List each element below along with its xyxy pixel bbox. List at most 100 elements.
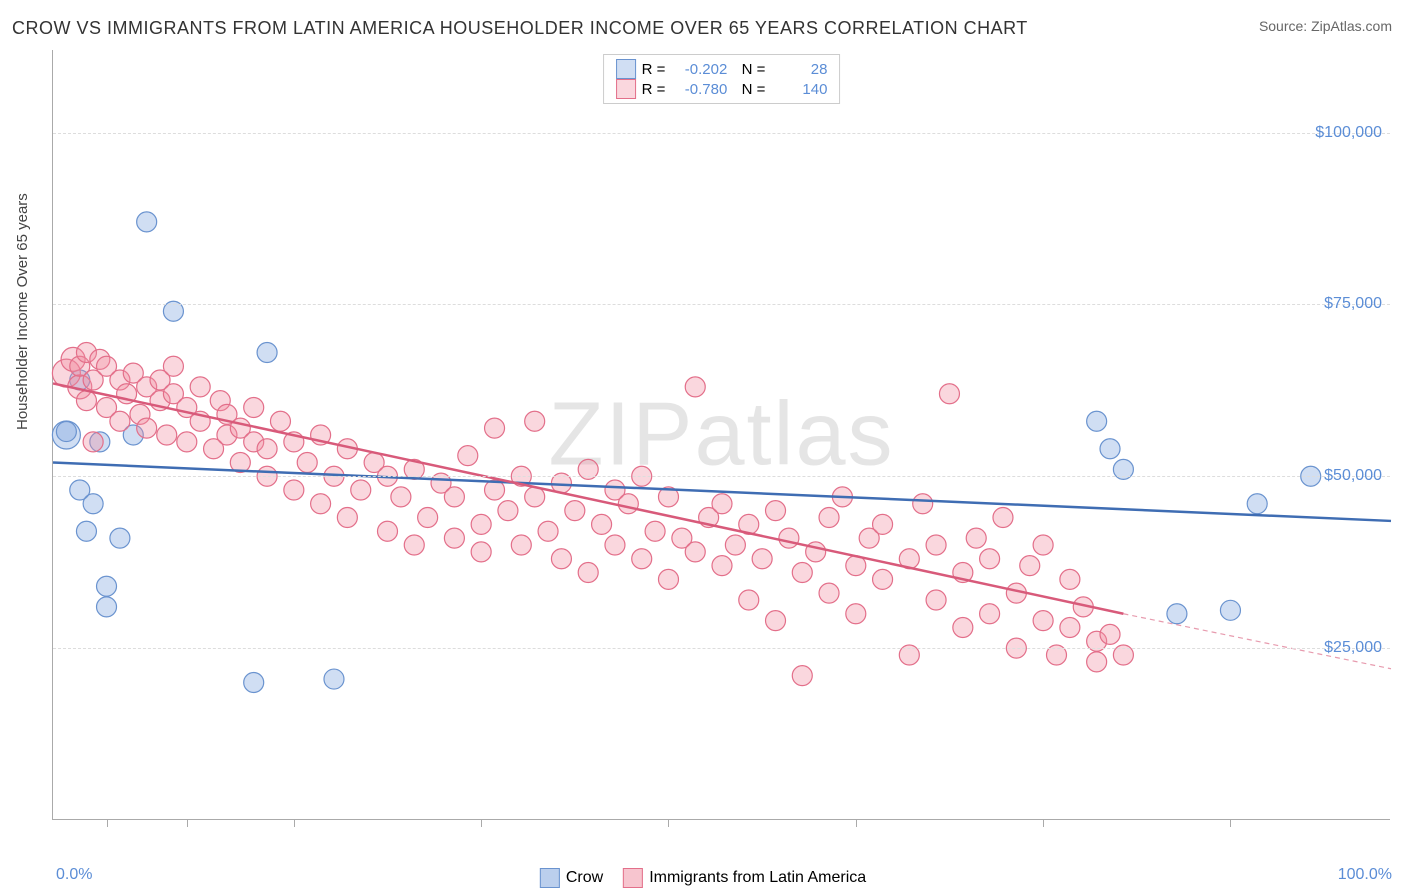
x-tick: [481, 819, 482, 827]
data-point: [444, 528, 464, 548]
data-point: [76, 521, 96, 541]
data-point: [311, 494, 331, 514]
plot-area: ZIPatlas R = -0.202 N = 28 R = -0.780 N …: [52, 50, 1390, 820]
data-point: [913, 494, 933, 514]
data-point: [337, 508, 357, 528]
data-point: [418, 508, 438, 528]
legend-item: Crow: [540, 868, 603, 888]
x-tick: [294, 819, 295, 827]
data-point: [645, 521, 665, 541]
chart-title: CROW VS IMMIGRANTS FROM LATIN AMERICA HO…: [12, 18, 1028, 39]
gridline: [53, 304, 1390, 305]
y-tick-label: $50,000: [1324, 467, 1382, 485]
data-point: [578, 563, 598, 583]
legend-r-value: -0.780: [671, 81, 727, 98]
data-point: [1220, 600, 1240, 620]
data-point: [1033, 535, 1053, 555]
x-tick: [1230, 819, 1231, 827]
data-point: [1020, 556, 1040, 576]
data-point: [190, 377, 210, 397]
data-point: [137, 418, 157, 438]
data-point: [525, 487, 545, 507]
data-point: [270, 411, 290, 431]
legend-stats: R = -0.202 N = 28 R = -0.780 N = 140: [603, 54, 841, 104]
data-point: [76, 391, 96, 411]
legend-n-label: N =: [733, 61, 765, 78]
data-point: [1167, 604, 1187, 624]
data-point: [485, 418, 505, 438]
legend-swatch: [540, 868, 560, 888]
data-point: [498, 501, 518, 521]
data-point: [257, 439, 277, 459]
y-tick-label: $25,000: [1324, 639, 1382, 657]
data-point: [685, 542, 705, 562]
data-point: [1100, 439, 1120, 459]
data-point: [725, 535, 745, 555]
legend-swatch: [623, 868, 643, 888]
legend-swatch: [616, 59, 636, 79]
data-point: [632, 549, 652, 569]
data-point: [83, 494, 103, 514]
legend-item: Immigrants from Latin America: [623, 868, 866, 888]
data-point: [177, 432, 197, 452]
data-point: [471, 514, 491, 534]
data-point: [766, 611, 786, 631]
x-axis-end-label: 100.0%: [1338, 866, 1392, 884]
legend-r-label: R =: [642, 61, 666, 78]
x-tick: [856, 819, 857, 827]
y-tick-label: $75,000: [1324, 295, 1382, 313]
legend-stat-row: R = -0.202 N = 28: [616, 59, 828, 79]
legend-n-label: N =: [733, 81, 765, 98]
data-point: [766, 501, 786, 521]
legend-n-value: 140: [771, 81, 827, 98]
data-point: [525, 411, 545, 431]
gridline: [53, 133, 1390, 134]
data-point: [444, 487, 464, 507]
data-point: [953, 618, 973, 638]
data-point: [1033, 611, 1053, 631]
data-point: [712, 494, 732, 514]
data-point: [351, 480, 371, 500]
data-point: [712, 556, 732, 576]
data-point: [792, 563, 812, 583]
data-point: [1060, 618, 1080, 638]
data-point: [511, 535, 531, 555]
data-point: [1087, 411, 1107, 431]
legend-label: Crow: [566, 869, 603, 886]
data-point: [56, 422, 76, 442]
x-tick: [1043, 819, 1044, 827]
source-attribution: Source: ZipAtlas.com: [1259, 18, 1392, 34]
data-point: [752, 549, 772, 569]
data-point: [83, 432, 103, 452]
data-point: [538, 521, 558, 541]
data-point: [993, 508, 1013, 528]
data-point: [939, 384, 959, 404]
data-point: [846, 604, 866, 624]
data-point: [966, 528, 986, 548]
data-point: [739, 590, 759, 610]
data-point: [163, 356, 183, 376]
x-axis-start-label: 0.0%: [56, 866, 92, 884]
data-point: [980, 604, 1000, 624]
chart-svg: [53, 50, 1390, 819]
x-tick: [187, 819, 188, 827]
data-point: [873, 569, 893, 589]
data-point: [819, 583, 839, 603]
gridline: [53, 648, 1390, 649]
data-point: [137, 212, 157, 232]
data-point: [471, 542, 491, 562]
data-point: [97, 597, 117, 617]
data-point: [284, 480, 304, 500]
data-point: [378, 521, 398, 541]
legend-r-label: R =: [642, 81, 666, 98]
x-tick: [668, 819, 669, 827]
data-point: [658, 569, 678, 589]
data-point: [618, 494, 638, 514]
data-point: [980, 549, 1000, 569]
data-point: [926, 590, 946, 610]
data-point: [551, 549, 571, 569]
legend-stat-row: R = -0.780 N = 140: [616, 79, 828, 99]
data-point: [792, 666, 812, 686]
y-axis-label: Householder Income Over 65 years: [14, 193, 31, 430]
data-point: [244, 673, 264, 693]
